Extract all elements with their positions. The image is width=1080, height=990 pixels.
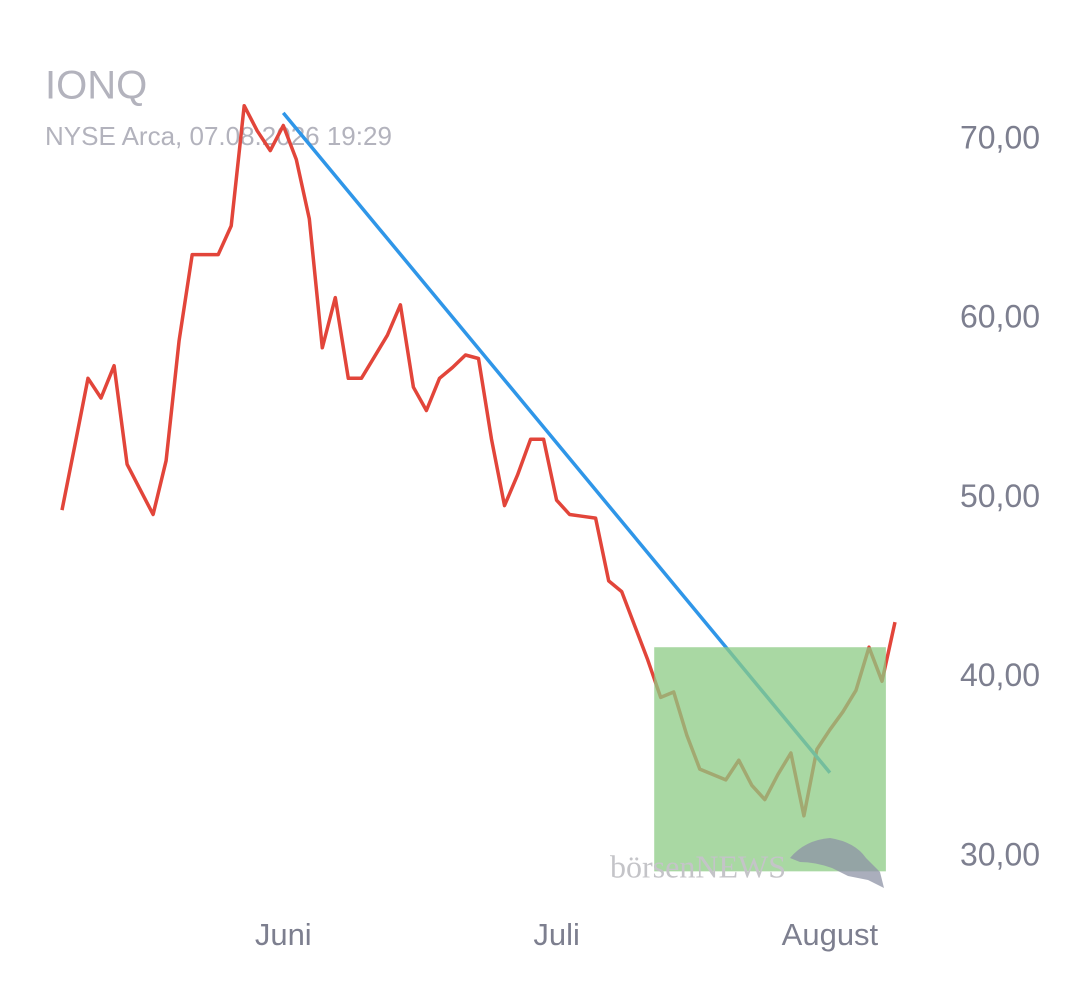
y-tick-label: 60,00 — [960, 299, 1040, 335]
x-tick-label: Juni — [255, 917, 312, 952]
y-tick-label: 30,00 — [960, 836, 1040, 872]
y-tick-label: 50,00 — [960, 478, 1040, 514]
y-tick-label: 40,00 — [960, 657, 1040, 693]
x-tick-label: Juli — [533, 917, 580, 952]
highlight-box — [654, 647, 886, 872]
watermark: börsenNEWS — [610, 848, 786, 884]
chart-subtitle: NYSE Arca, 07.08.2026 19:29 — [45, 121, 392, 151]
y-tick-label: 70,00 — [960, 119, 1040, 155]
chart-title: IONQ — [45, 64, 147, 108]
x-tick-label: August — [782, 917, 879, 952]
watermark-bull — [790, 838, 884, 888]
